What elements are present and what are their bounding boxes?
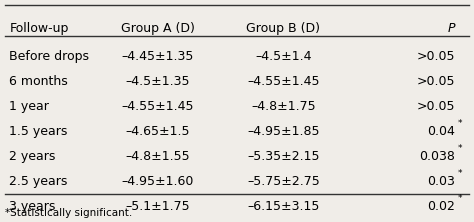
Text: Group A (D): Group A (D)	[121, 22, 195, 35]
Text: –4.55±1.45: –4.55±1.45	[247, 75, 319, 88]
Text: Before drops: Before drops	[9, 50, 90, 63]
Text: –4.8±1.75: –4.8±1.75	[251, 100, 316, 113]
Text: 1.5 years: 1.5 years	[9, 125, 68, 138]
Text: –6.15±3.15: –6.15±3.15	[247, 200, 319, 213]
Text: –5.75±2.75: –5.75±2.75	[247, 175, 320, 188]
Text: –5.1±1.75: –5.1±1.75	[126, 200, 191, 213]
Text: 6 months: 6 months	[9, 75, 68, 88]
Text: 2 years: 2 years	[9, 150, 56, 163]
Text: >0.05: >0.05	[417, 100, 456, 113]
Text: *: *	[457, 144, 462, 153]
Text: –4.8±1.55: –4.8±1.55	[126, 150, 191, 163]
Text: –4.5±1.4: –4.5±1.4	[255, 50, 312, 63]
Text: 2.5 years: 2.5 years	[9, 175, 68, 188]
Text: *Statistically significant.: *Statistically significant.	[5, 208, 132, 218]
Text: >0.05: >0.05	[417, 50, 456, 63]
Text: Group B (D): Group B (D)	[246, 22, 320, 35]
Text: –4.5±1.35: –4.5±1.35	[126, 75, 190, 88]
Text: P: P	[448, 22, 456, 35]
Text: –4.95±1.85: –4.95±1.85	[247, 125, 319, 138]
Text: –4.55±1.45: –4.55±1.45	[122, 100, 194, 113]
Text: 0.03: 0.03	[428, 175, 456, 188]
Text: 0.038: 0.038	[419, 150, 456, 163]
Text: *: *	[457, 169, 462, 178]
Text: >0.05: >0.05	[417, 75, 456, 88]
Text: –4.65±1.5: –4.65±1.5	[126, 125, 190, 138]
Text: –4.45±1.35: –4.45±1.35	[122, 50, 194, 63]
Text: Follow-up: Follow-up	[9, 22, 69, 35]
Text: 1 year: 1 year	[9, 100, 49, 113]
Text: –5.35±2.15: –5.35±2.15	[247, 150, 319, 163]
Text: 3 years: 3 years	[9, 200, 56, 213]
Text: *: *	[457, 119, 462, 128]
Text: 0.04: 0.04	[428, 125, 456, 138]
Text: –4.95±1.60: –4.95±1.60	[122, 175, 194, 188]
Text: *: *	[457, 194, 462, 203]
Text: 0.02: 0.02	[428, 200, 456, 213]
